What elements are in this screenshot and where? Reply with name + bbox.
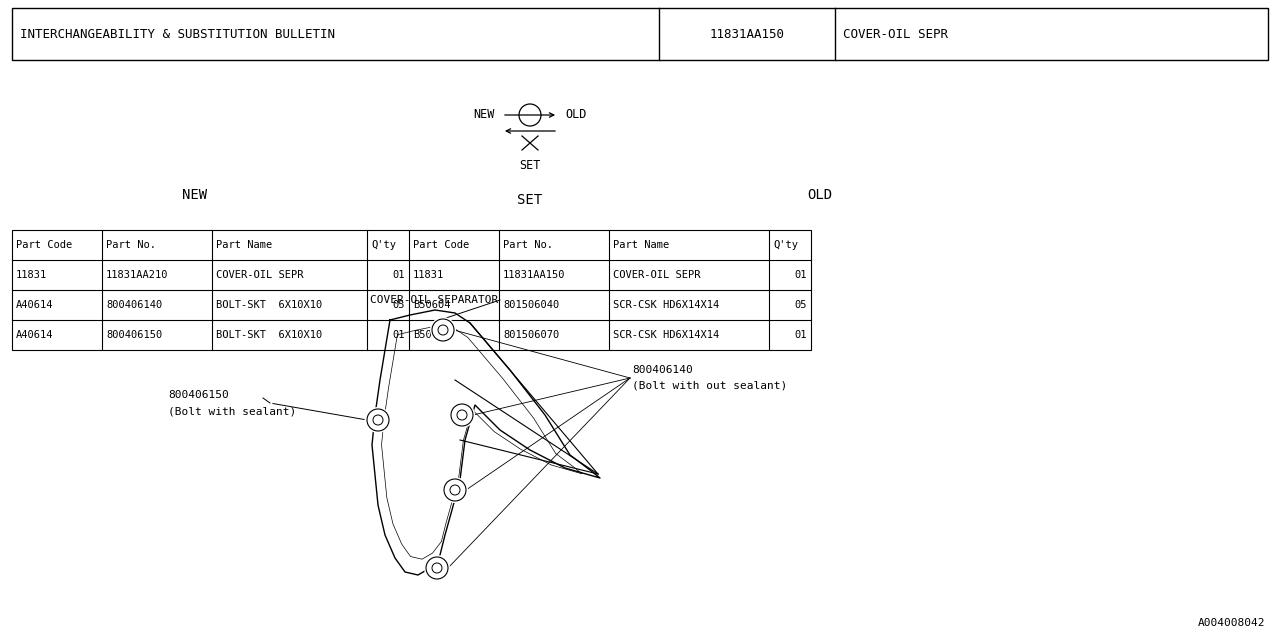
Text: 05: 05 <box>393 300 404 310</box>
Text: Part Name: Part Name <box>216 240 273 250</box>
Text: Part No.: Part No. <box>503 240 553 250</box>
Text: OLD: OLD <box>564 109 586 122</box>
Text: COVER-OIL SEPR: COVER-OIL SEPR <box>842 28 947 40</box>
Text: NEW: NEW <box>183 188 207 202</box>
Text: B50607: B50607 <box>413 330 451 340</box>
Text: A40614: A40614 <box>15 330 54 340</box>
Text: 800406150: 800406150 <box>168 390 229 400</box>
Text: SET: SET <box>520 159 540 172</box>
Text: Part Code: Part Code <box>413 240 470 250</box>
Text: A004008042: A004008042 <box>1198 618 1265 628</box>
Text: 11831AA210: 11831AA210 <box>106 270 169 280</box>
Text: (Bolt with out sealant): (Bolt with out sealant) <box>632 381 787 391</box>
Text: A40614: A40614 <box>15 300 54 310</box>
Text: 01: 01 <box>393 330 404 340</box>
Text: 800406140: 800406140 <box>632 365 692 375</box>
Text: BOLT-SKT  6X10X10: BOLT-SKT 6X10X10 <box>216 300 323 310</box>
Circle shape <box>424 555 451 581</box>
Text: (Bolt with sealant): (Bolt with sealant) <box>168 406 296 416</box>
Text: B50604: B50604 <box>413 300 451 310</box>
Text: Q'ty: Q'ty <box>773 240 797 250</box>
Text: 01: 01 <box>795 330 806 340</box>
Text: COVER-OIL SEPR: COVER-OIL SEPR <box>613 270 700 280</box>
Text: COVER-OIL SEPARATOR: COVER-OIL SEPARATOR <box>370 295 498 305</box>
Text: 11831: 11831 <box>413 270 444 280</box>
Text: SCR-CSK HD6X14X14: SCR-CSK HD6X14X14 <box>613 330 719 340</box>
Text: 01: 01 <box>795 270 806 280</box>
Text: 801506070: 801506070 <box>503 330 559 340</box>
Text: 801506040: 801506040 <box>503 300 559 310</box>
Text: 11831AA150: 11831AA150 <box>709 28 785 40</box>
Text: 05: 05 <box>795 300 806 310</box>
Text: INTERCHANGEABILITY & SUBSTITUTION BULLETIN: INTERCHANGEABILITY & SUBSTITUTION BULLET… <box>20 28 335 40</box>
Text: NEW: NEW <box>474 109 495 122</box>
Circle shape <box>430 317 456 343</box>
Text: SET: SET <box>517 193 543 207</box>
Text: 800406140: 800406140 <box>106 300 163 310</box>
Text: Part Name: Part Name <box>613 240 669 250</box>
Text: OLD: OLD <box>808 188 832 202</box>
Text: 800406150: 800406150 <box>106 330 163 340</box>
Text: Part No.: Part No. <box>106 240 156 250</box>
Text: Part Code: Part Code <box>15 240 72 250</box>
Text: Q'ty: Q'ty <box>371 240 396 250</box>
Text: 01: 01 <box>393 270 404 280</box>
Bar <box>12 8 1268 60</box>
Text: COVER-OIL SEPR: COVER-OIL SEPR <box>216 270 303 280</box>
Circle shape <box>365 407 390 433</box>
Text: SCR-CSK HD6X14X14: SCR-CSK HD6X14X14 <box>613 300 719 310</box>
Text: BOLT-SKT  6X10X10: BOLT-SKT 6X10X10 <box>216 330 323 340</box>
Text: 11831: 11831 <box>15 270 47 280</box>
Circle shape <box>442 477 468 503</box>
Circle shape <box>449 402 475 428</box>
Bar <box>12 230 812 350</box>
Text: 11831AA150: 11831AA150 <box>503 270 566 280</box>
